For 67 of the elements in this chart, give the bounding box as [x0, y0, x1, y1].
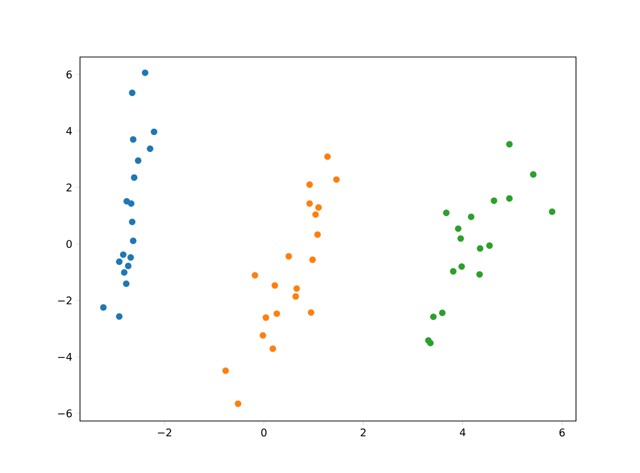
point [116, 313, 123, 320]
point [234, 400, 242, 408]
point [458, 263, 465, 270]
point [130, 238, 136, 244]
x-tick-label: 4 [460, 428, 466, 436]
point [274, 310, 280, 317]
x-tick-label: 0 [261, 428, 267, 436]
point [222, 367, 229, 374]
y-tick-label: 4 [66, 127, 72, 135]
point [124, 262, 132, 270]
point [486, 242, 493, 249]
point [333, 176, 340, 183]
point [306, 200, 313, 207]
point [130, 174, 138, 181]
x-tick-label: 6 [559, 428, 565, 436]
point [454, 225, 462, 232]
point [272, 282, 278, 289]
point [308, 309, 314, 316]
point [120, 269, 128, 276]
point [476, 245, 484, 252]
point [292, 293, 299, 300]
point [506, 195, 513, 202]
point [450, 268, 457, 275]
point [506, 140, 513, 148]
point [548, 208, 556, 215]
point [127, 254, 134, 261]
point [476, 271, 483, 278]
point [285, 253, 292, 260]
y-tick-label: 2 [66, 184, 72, 192]
point [252, 272, 258, 279]
point [116, 258, 123, 265]
point [128, 200, 134, 207]
point [430, 314, 437, 320]
point [530, 171, 537, 178]
point [309, 256, 316, 263]
point [324, 153, 331, 160]
point [134, 157, 142, 164]
x-tick-label: 2 [360, 428, 366, 436]
point [312, 211, 319, 218]
point [260, 332, 266, 339]
point [130, 136, 136, 143]
point [306, 181, 313, 188]
y-tick-label: −2 [58, 296, 72, 304]
point [120, 251, 127, 258]
point [443, 210, 450, 216]
point [128, 218, 136, 226]
point [468, 214, 474, 220]
point [457, 235, 464, 242]
point [490, 197, 498, 204]
point [262, 314, 270, 321]
point [293, 285, 300, 292]
x-tick-label: −2 [158, 428, 172, 436]
point [142, 70, 148, 76]
point [122, 280, 130, 288]
point [128, 90, 136, 96]
y-tick-label: −4 [58, 353, 72, 361]
y-tick-label: 0 [66, 240, 72, 248]
point [100, 304, 107, 311]
point [439, 310, 446, 316]
point [270, 345, 276, 352]
point [427, 340, 434, 346]
point [150, 128, 158, 136]
point [314, 231, 321, 238]
y-tick-label: −6 [58, 409, 72, 418]
point [315, 204, 322, 211]
point [146, 146, 154, 152]
y-tick-label: 6 [66, 70, 72, 78]
